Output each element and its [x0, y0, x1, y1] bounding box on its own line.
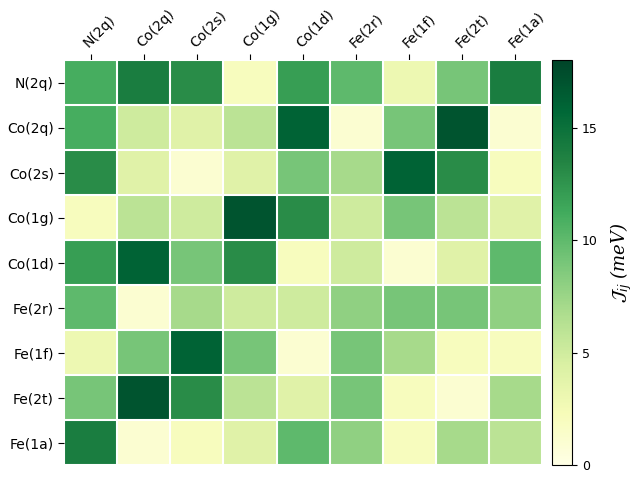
Y-axis label: $\mathcal{J}_{ij}$ (meV): $\mathcal{J}_{ij}$ (meV) — [609, 222, 634, 303]
